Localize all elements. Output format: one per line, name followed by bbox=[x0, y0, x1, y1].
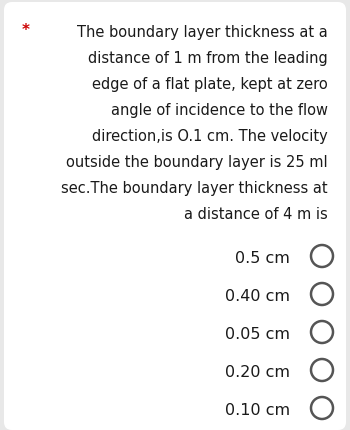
Text: outside the boundary layer is 25 ml: outside the boundary layer is 25 ml bbox=[66, 155, 328, 169]
Circle shape bbox=[311, 283, 333, 305]
Text: 0.10 cm: 0.10 cm bbox=[225, 402, 290, 417]
Text: *: * bbox=[22, 23, 30, 38]
Text: 0.5 cm: 0.5 cm bbox=[235, 250, 290, 265]
Text: The boundary layer thickness at a: The boundary layer thickness at a bbox=[77, 25, 328, 40]
Circle shape bbox=[311, 246, 333, 267]
Text: a distance of 4 m is: a distance of 4 m is bbox=[184, 206, 328, 221]
Text: angle of incidence to the flow: angle of incidence to the flow bbox=[111, 103, 328, 118]
Text: edge of a flat plate, kept at zero: edge of a flat plate, kept at zero bbox=[92, 77, 328, 92]
Text: 0.05 cm: 0.05 cm bbox=[225, 326, 290, 341]
Text: direction,is O.1 cm. The velocity: direction,is O.1 cm. The velocity bbox=[92, 129, 328, 144]
Circle shape bbox=[311, 321, 333, 343]
FancyBboxPatch shape bbox=[4, 3, 346, 430]
Circle shape bbox=[311, 359, 333, 381]
Text: 0.40 cm: 0.40 cm bbox=[225, 289, 290, 303]
Text: sec.The boundary layer thickness at: sec.The boundary layer thickness at bbox=[61, 181, 328, 196]
Circle shape bbox=[311, 397, 333, 419]
Text: 0.20 cm: 0.20 cm bbox=[225, 364, 290, 379]
Text: distance of 1 m from the leading: distance of 1 m from the leading bbox=[88, 51, 328, 66]
